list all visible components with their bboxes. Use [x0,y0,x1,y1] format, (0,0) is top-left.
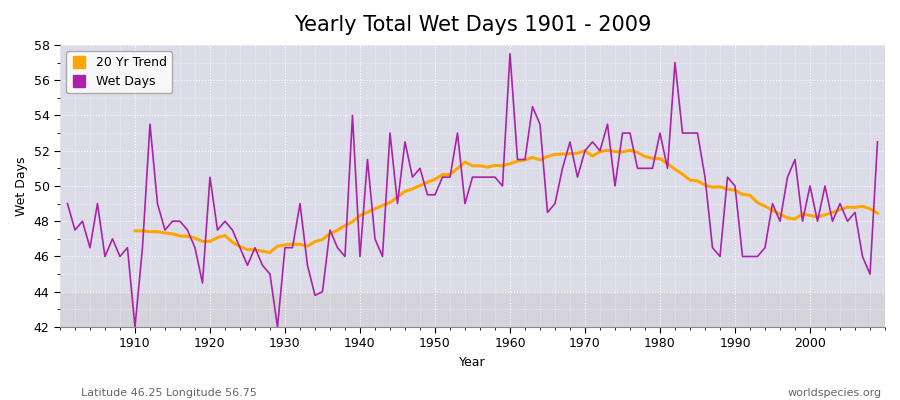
Wet Days [519,157,530,162]
Wet Days [609,184,620,188]
Line: Wet Days: Wet Days [68,54,878,327]
Legend: 20 Yr Trend, Wet Days: 20 Yr Trend, Wet Days [67,51,172,93]
20 Yr Trend [850,205,860,210]
Wet Days [130,325,140,330]
20 Yr Trend [519,158,530,162]
20 Yr Trend [310,239,320,244]
20 Yr Trend [280,242,291,247]
Text: Latitude 46.25 Longitude 56.75: Latitude 46.25 Longitude 56.75 [81,388,256,398]
Bar [60,292,885,327]
Wet Days [294,201,305,206]
20 Yr Trend [827,210,838,215]
20 Yr Trend [580,148,590,153]
Title: Yearly Total Wet Days 1901 - 2009: Yearly Total Wet Days 1901 - 2009 [293,15,652,35]
Wet Days [62,201,73,206]
Wet Days [339,254,350,259]
20 Yr Trend [130,228,140,233]
Wet Days [505,51,516,56]
X-axis label: Year: Year [459,356,486,369]
Wet Days [122,245,133,250]
20 Yr Trend [602,148,613,153]
Wet Days [512,157,523,162]
Wet Days [872,140,883,144]
20 Yr Trend [265,250,275,255]
20 Yr Trend [872,211,883,216]
Text: worldspecies.org: worldspecies.org [788,388,882,398]
Y-axis label: Wet Days: Wet Days [15,156,28,216]
Line: 20 Yr Trend: 20 Yr Trend [135,150,878,252]
